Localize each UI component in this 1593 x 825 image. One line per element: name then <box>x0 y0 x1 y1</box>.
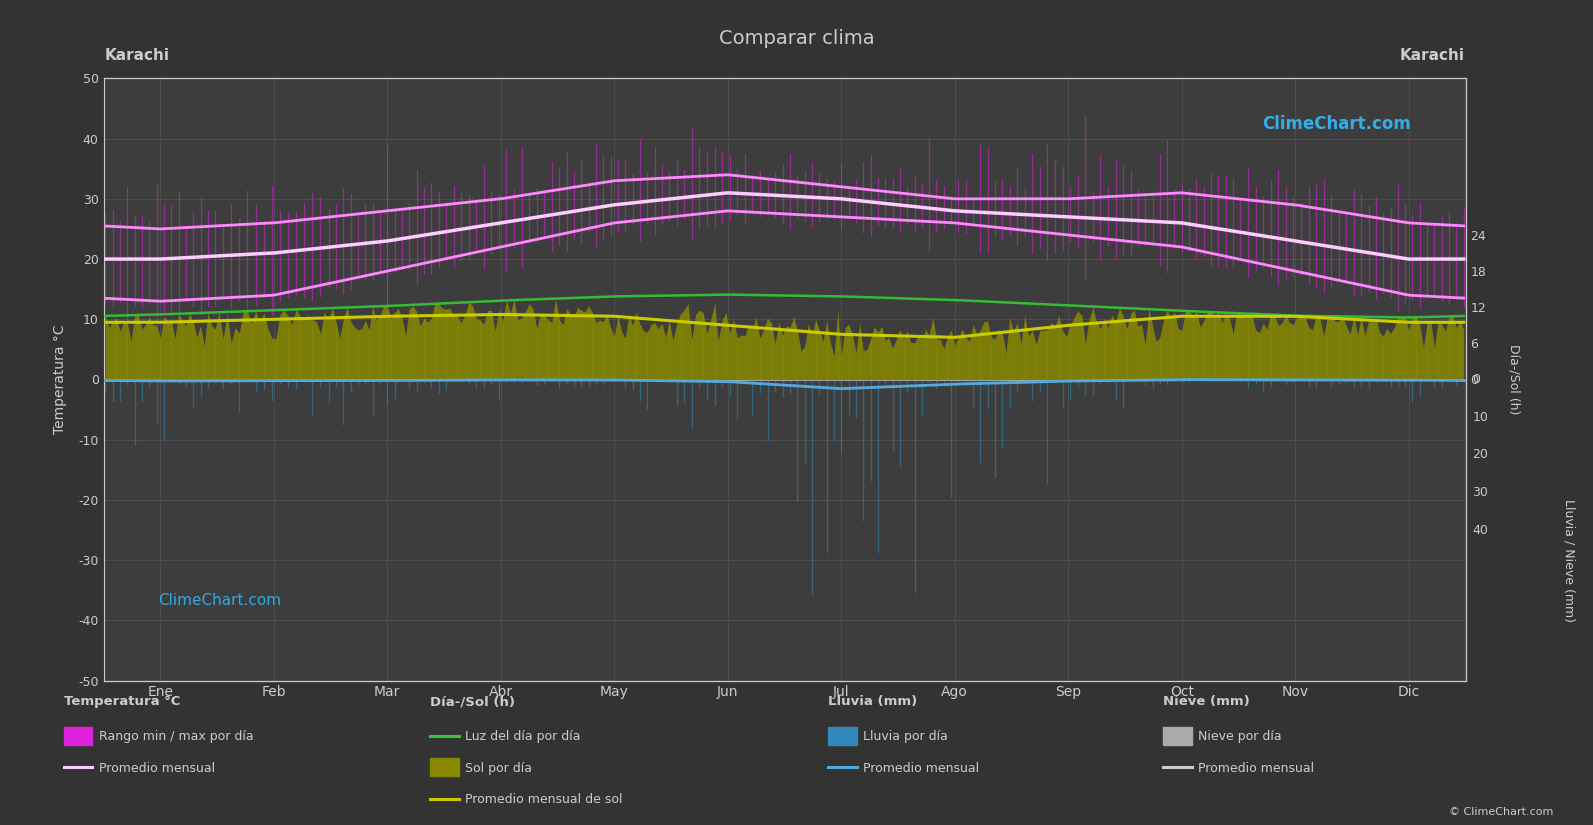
Text: Promedio mensual: Promedio mensual <box>99 761 215 775</box>
Text: Temperatura °C: Temperatura °C <box>64 695 180 709</box>
Text: Rango min / max por día: Rango min / max por día <box>99 730 253 743</box>
Text: Promedio mensual: Promedio mensual <box>863 761 980 775</box>
Text: Nieve (mm): Nieve (mm) <box>1163 695 1249 709</box>
Text: ClimeChart.com: ClimeChart.com <box>158 593 280 608</box>
Text: 20: 20 <box>1472 448 1488 461</box>
Text: Comparar clima: Comparar clima <box>718 29 875 48</box>
Text: Nieve por día: Nieve por día <box>1198 730 1281 743</box>
Text: Día-/Sol (h): Día-/Sol (h) <box>430 695 515 709</box>
Text: 30: 30 <box>1472 486 1488 499</box>
Text: Lluvia / Nieve (mm): Lluvia / Nieve (mm) <box>1563 498 1575 622</box>
Text: 10: 10 <box>1472 411 1488 424</box>
Text: Promedio mensual de sol: Promedio mensual de sol <box>465 793 623 806</box>
Text: Luz del día por día: Luz del día por día <box>465 730 581 743</box>
Text: Karachi: Karachi <box>105 49 170 64</box>
Text: Karachi: Karachi <box>1399 49 1464 64</box>
Text: ClimeChart.com: ClimeChart.com <box>1262 115 1411 133</box>
Text: Lluvia por día: Lluvia por día <box>863 730 948 743</box>
Y-axis label: Temperatura °C: Temperatura °C <box>53 325 67 434</box>
Text: Lluvia (mm): Lluvia (mm) <box>828 695 918 709</box>
Y-axis label: Día-/Sol (h): Día-/Sol (h) <box>1507 344 1520 415</box>
Text: © ClimeChart.com: © ClimeChart.com <box>1448 807 1553 817</box>
Text: Promedio mensual: Promedio mensual <box>1198 761 1314 775</box>
Text: 0: 0 <box>1472 373 1480 386</box>
Text: 40: 40 <box>1472 524 1488 536</box>
Text: Sol por día: Sol por día <box>465 761 532 775</box>
